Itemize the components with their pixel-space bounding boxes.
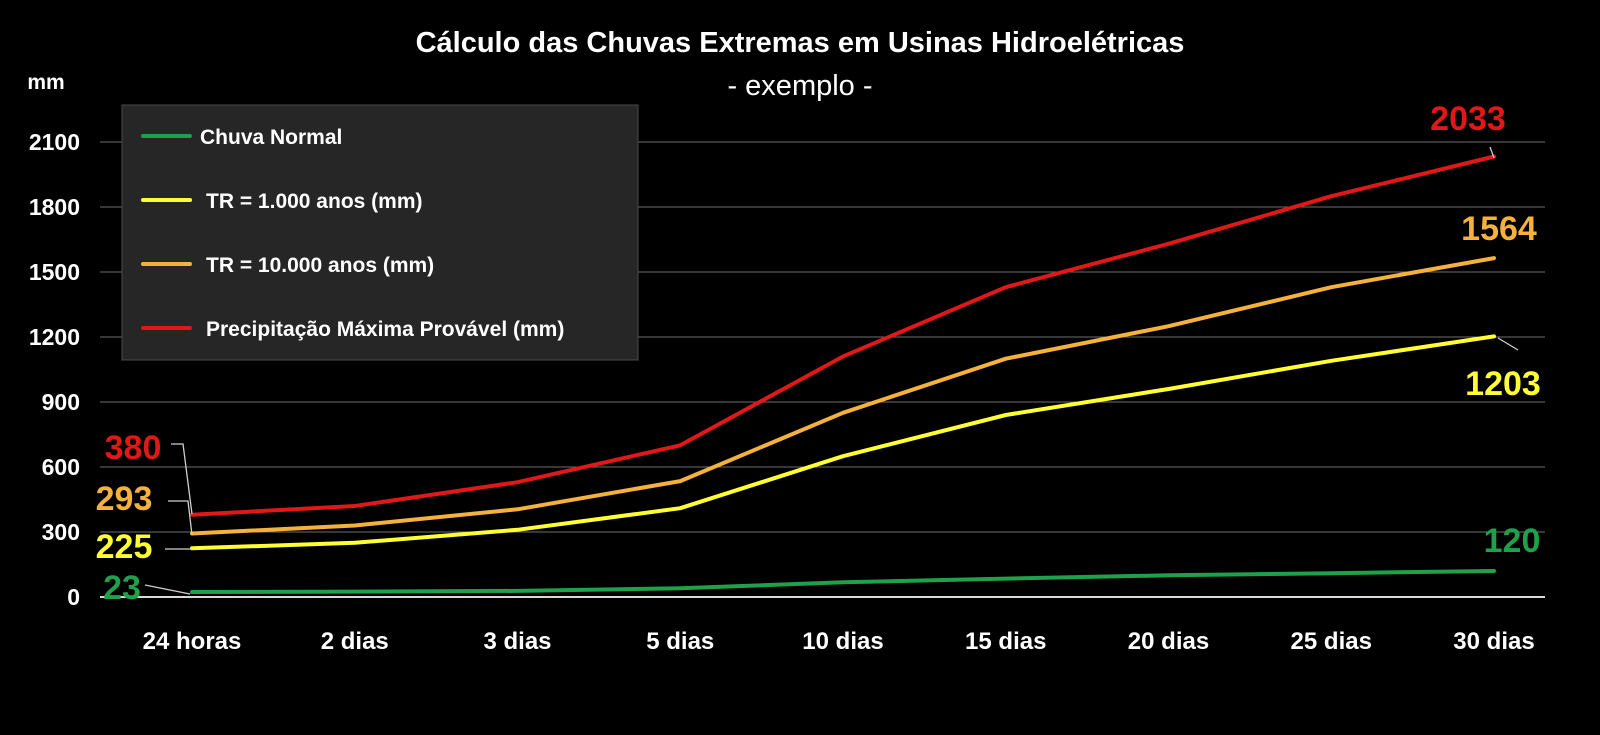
data-label-leader [1489,146,1495,159]
series-line [190,256,1496,536]
chart-title: Cálculo das Chuvas Extremas em Usinas Hi… [416,27,1185,59]
data-label: 1203 [1465,365,1541,403]
axes: 0 300 600 900 1200 1500 1800 2100 24 horas 2 dias… [29,129,1545,655]
series-line [190,154,1496,517]
data-label: 225 [96,528,153,566]
legend-entry-label: Chuva Normal [200,126,342,149]
data-label: 23 [103,569,141,607]
data-labels: 23 120 225 1203 293 1564 380 2033 [96,100,1541,607]
data-label: 380 [105,429,162,467]
y-tick-label: 1500 [29,259,80,285]
legend-box [121,104,639,361]
y-tick-label: 1800 [29,194,80,220]
series-line [190,334,1496,551]
series-line [190,569,1496,594]
x-tick-label: 3 dias [483,628,551,655]
series-lines [190,154,1496,594]
data-label: 2033 [1430,100,1506,138]
y-tick-label: 900 [42,389,80,415]
y-axis-unit-label: mm [27,71,64,94]
x-tick-label: 24 horas [143,628,242,655]
y-tick-label: 2100 [29,129,80,155]
x-tick-label: 2 dias [321,628,389,655]
legend-entry-label: Precipitação Máxima Provável (mm) [206,318,564,341]
y-tick-label: 600 [42,454,80,480]
y-tick-label: 0 [67,584,80,610]
data-label: 293 [96,480,153,518]
chart-subtitle: - exemplo - [727,70,872,102]
data-label: 120 [1484,522,1541,560]
x-tick-label: 25 dias [1291,628,1372,655]
legend-entry-label: TR = 10.000 anos (mm) [206,254,434,277]
y-tick-label: 300 [42,519,80,545]
x-tick-label: 5 dias [646,628,714,655]
x-tick-label: 15 dias [965,628,1046,655]
x-tick-label: 10 dias [802,628,883,655]
data-label-leader [144,584,191,595]
legend-entry-label: TR = 1.000 anos (mm) [206,190,423,213]
y-tick-label: 1200 [29,324,80,350]
data-label-leader [171,443,193,515]
data-label-leader [168,500,193,536]
data-label: 1564 [1461,210,1537,248]
data-label-leader [1497,337,1519,351]
x-tick-label: 20 dias [1128,628,1209,655]
legend: Chuva Normal TR = 1.000 anos (mm) TR = 10.… [121,104,639,361]
x-tick-label: 30 dias [1453,628,1534,655]
